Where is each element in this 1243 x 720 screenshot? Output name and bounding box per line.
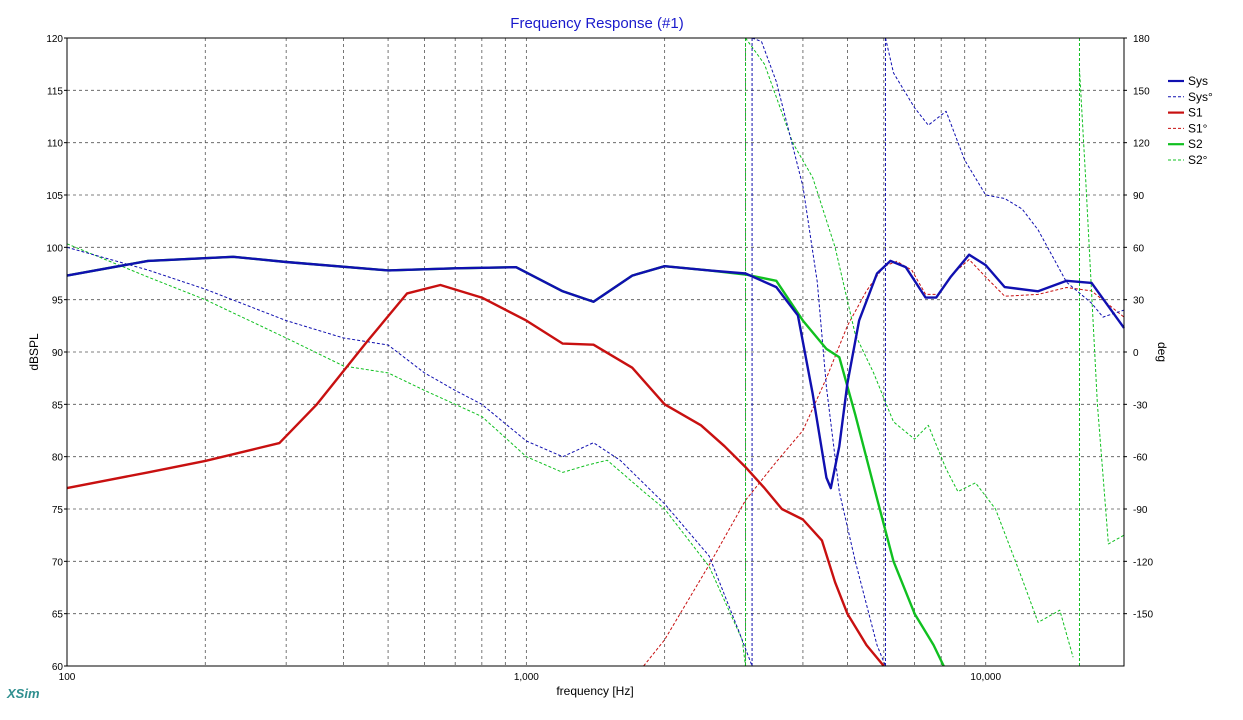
y-tick-label: 110 [47, 139, 63, 150]
y-tick-label: 75 [52, 505, 64, 516]
series-line [885, 37, 1125, 318]
y2-tick-label: 0 [1133, 348, 1139, 359]
y-tick-label: 100 [46, 243, 63, 254]
series-sys-phase [66, 37, 1125, 667]
y2-tick-label: 120 [1133, 139, 1150, 150]
legend-label: Sys [1188, 74, 1208, 88]
series-line [66, 253, 1125, 490]
chart-title: Frequency Response (#1) [510, 15, 683, 32]
y2-tick-label: 180 [1133, 34, 1150, 45]
x-axis-label: frequency [Hz] [556, 684, 633, 698]
series-line [751, 37, 886, 667]
y2-axis-ticks: -150 -120 -90 -60 -30 0 30 60 90 120 150 180 [1124, 34, 1153, 621]
legend-label: S2° [1188, 153, 1208, 167]
x-tick-label: 100 [59, 672, 76, 683]
y-tick-label: 95 [52, 296, 64, 307]
y-tick-label: 105 [46, 191, 63, 202]
y2-tick-label: 30 [1133, 296, 1145, 307]
series-line [66, 246, 753, 667]
legend-label: Sys° [1188, 90, 1213, 104]
legend-label: S1° [1188, 121, 1208, 135]
y2-tick-label: -150 [1133, 610, 1153, 621]
y-tick-label: 90 [52, 348, 64, 359]
x-axis-ticks: 100 1,000 10,000 [59, 672, 1002, 683]
y-axis-label: dBSPL [27, 333, 41, 371]
x-tick-label: 10,000 [970, 672, 1001, 683]
x-tick-label: 1,000 [514, 672, 539, 683]
y-tick-label: 60 [52, 662, 64, 673]
series-line [66, 283, 885, 667]
series-layer [66, 37, 1125, 667]
y2-tick-label: -90 [1133, 505, 1148, 516]
legend-label: S2 [1188, 137, 1203, 151]
xsim-logo: XSim [7, 686, 40, 701]
series-line [66, 243, 746, 667]
y-tick-label: 115 [47, 86, 63, 97]
y2-tick-label: 90 [1133, 191, 1145, 202]
y-tick-label: 120 [46, 34, 63, 45]
series-sys [66, 253, 1125, 490]
series-line [1079, 69, 1125, 545]
y-tick-label: 80 [52, 453, 64, 464]
grid-lines [67, 38, 1124, 666]
y-tick-label: 70 [52, 557, 64, 568]
y-tick-label: 85 [52, 400, 64, 411]
y2-tick-label: 60 [1133, 243, 1145, 254]
series-s1 [66, 283, 885, 667]
series-line [745, 37, 1074, 658]
series-s2-phase [66, 37, 1125, 667]
y2-axis-label: deg [1155, 342, 1169, 362]
y2-tick-label: -60 [1133, 453, 1148, 464]
y-tick-label: 65 [52, 610, 64, 621]
y2-tick-label: 150 [1133, 86, 1150, 97]
legend-label: S1 [1188, 106, 1203, 120]
y-axis-ticks: 60 65 70 75 80 85 90 95 100 105 110 115 120 [46, 34, 67, 673]
y2-tick-label: -120 [1133, 557, 1153, 568]
y2-tick-label: -30 [1133, 400, 1148, 411]
